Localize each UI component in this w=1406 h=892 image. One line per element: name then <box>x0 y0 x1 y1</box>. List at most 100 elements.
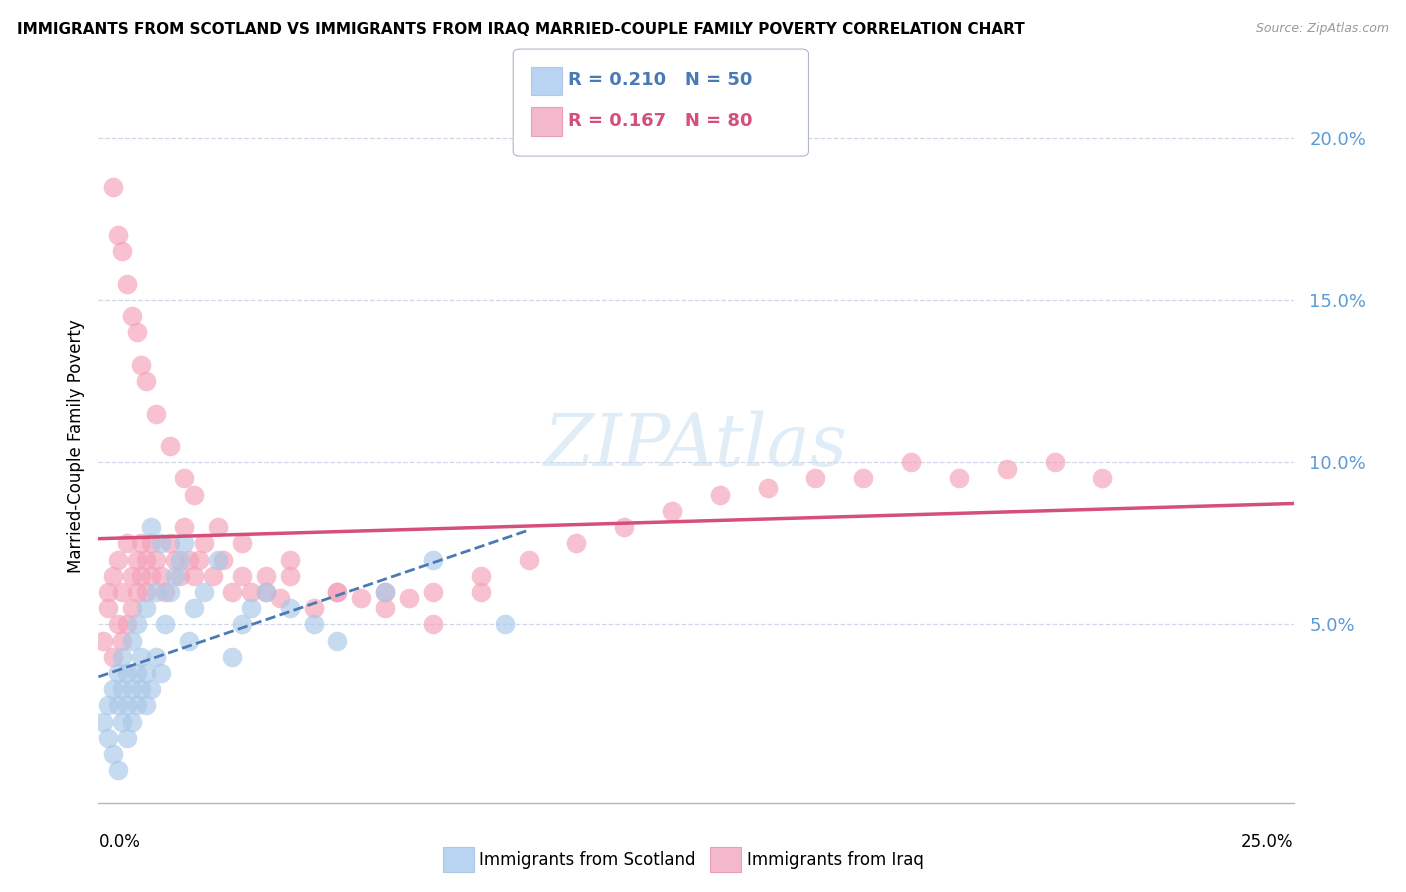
Point <box>135 601 157 615</box>
Point <box>121 601 143 615</box>
Point <box>494 617 516 632</box>
Point <box>326 585 349 599</box>
Point <box>231 536 253 550</box>
Point <box>661 504 683 518</box>
Point <box>131 682 153 697</box>
Point <box>517 552 540 566</box>
Point <box>183 488 205 502</box>
Point <box>221 585 243 599</box>
Point <box>269 591 291 606</box>
Point <box>155 617 177 632</box>
Point <box>207 552 229 566</box>
Point <box>173 536 195 550</box>
Point <box>149 666 172 681</box>
Point <box>121 682 143 697</box>
Point <box>278 601 301 615</box>
Point <box>995 461 1018 475</box>
Point <box>135 585 157 599</box>
Point <box>145 552 167 566</box>
Point <box>470 585 492 599</box>
Point <box>125 617 148 632</box>
Point <box>159 585 181 599</box>
Point <box>183 601 205 615</box>
Point <box>131 568 153 582</box>
Point <box>107 552 129 566</box>
Point <box>131 649 153 664</box>
Point <box>163 568 186 582</box>
Point <box>111 244 134 259</box>
Point <box>240 601 263 615</box>
Text: Immigrants from Scotland: Immigrants from Scotland <box>479 851 696 869</box>
Point <box>101 179 124 194</box>
Point <box>125 552 148 566</box>
Point <box>125 666 148 681</box>
Point <box>193 536 215 550</box>
Point <box>149 568 172 582</box>
Point <box>852 471 875 485</box>
Text: Immigrants from Iraq: Immigrants from Iraq <box>747 851 924 869</box>
Point <box>302 617 325 632</box>
Point <box>422 552 444 566</box>
Point <box>145 585 167 599</box>
Point <box>101 649 124 664</box>
Point <box>422 585 444 599</box>
Point <box>91 633 114 648</box>
Point <box>149 536 172 550</box>
Point <box>179 552 201 566</box>
Point <box>121 633 143 648</box>
Text: 25.0%: 25.0% <box>1241 833 1294 851</box>
Point <box>183 568 205 582</box>
Point <box>350 591 373 606</box>
Text: Source: ZipAtlas.com: Source: ZipAtlas.com <box>1256 22 1389 36</box>
Point <box>398 591 420 606</box>
Y-axis label: Married-Couple Family Poverty: Married-Couple Family Poverty <box>66 319 84 573</box>
Point <box>125 326 148 340</box>
Point <box>231 568 253 582</box>
Point <box>101 568 124 582</box>
Point <box>107 228 129 243</box>
Point <box>221 649 243 664</box>
Point <box>1043 455 1066 469</box>
Point <box>207 520 229 534</box>
Point <box>135 698 157 713</box>
Point <box>121 714 143 729</box>
Point <box>111 649 134 664</box>
Point <box>470 568 492 582</box>
Point <box>422 617 444 632</box>
Point <box>115 617 138 632</box>
Point <box>121 310 143 324</box>
Point <box>374 585 396 599</box>
Point <box>107 698 129 713</box>
Point <box>115 698 138 713</box>
Point <box>155 585 177 599</box>
Point <box>115 731 138 745</box>
Text: R = 0.167   N = 80: R = 0.167 N = 80 <box>568 112 752 130</box>
Point <box>374 585 396 599</box>
Point <box>135 552 157 566</box>
Point <box>107 617 129 632</box>
Point <box>111 714 134 729</box>
Point <box>139 568 162 582</box>
Point <box>97 698 120 713</box>
Point <box>173 471 195 485</box>
Point <box>756 481 779 495</box>
Point <box>97 585 120 599</box>
Point <box>139 682 162 697</box>
Point <box>101 682 124 697</box>
Point <box>326 633 349 648</box>
Point <box>211 552 233 566</box>
Point <box>159 439 181 453</box>
Point <box>1091 471 1114 485</box>
Point <box>187 552 209 566</box>
Point <box>804 471 827 485</box>
Point <box>231 617 253 632</box>
Point <box>111 585 134 599</box>
Point <box>145 649 167 664</box>
Point <box>131 536 153 550</box>
Point <box>613 520 636 534</box>
Point <box>111 633 134 648</box>
Point <box>374 601 396 615</box>
Point <box>169 568 191 582</box>
Point <box>131 358 153 372</box>
Point <box>111 682 134 697</box>
